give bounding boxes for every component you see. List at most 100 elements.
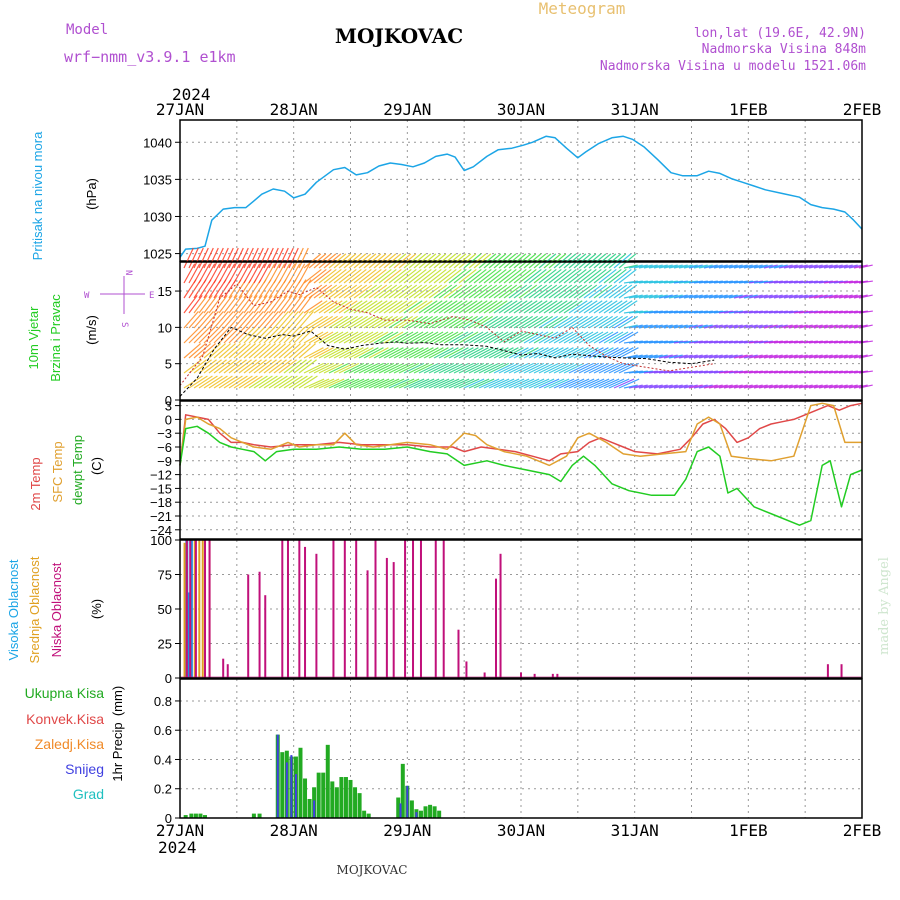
wind-arrow [743,280,758,284]
wind-arrow [608,315,628,329]
wind-arrow [793,294,808,299]
cloud-mid-bar [193,540,196,678]
wind-arrow [853,264,868,269]
wind-arrow [538,347,559,359]
cloud-low-bar [298,540,301,678]
wind-arrow [348,347,369,359]
wind-arrow [693,354,708,359]
station-title: MOJKOVAC [335,24,463,48]
wind-arrow [563,378,585,389]
compass-w: W [84,291,90,301]
wind-arrow [598,268,617,284]
wind-arrow [343,268,362,284]
wind-arrow [848,370,863,374]
wind-arrow [373,268,392,284]
wind-arrow [398,315,418,329]
top-tick-label: 28JAN [270,100,318,119]
wind-arrow [708,384,723,389]
wind-arrow [688,280,703,284]
wind-arrow [573,331,594,344]
product-title: Meteogram [539,0,626,18]
wind-arrow [418,362,440,374]
wind-arrow [553,253,572,269]
wind-arrow [298,295,313,314]
wind-arrow [288,295,303,314]
wind-arrow [403,315,423,329]
wind-arrow [498,268,517,284]
wind-arrow [683,294,698,299]
wind-arrow [373,300,393,314]
cloud-low-bar [457,629,460,678]
wind-arrow [768,384,783,389]
precip-total-bar [280,752,285,818]
wind-arrow [778,384,793,389]
wind-arrow [268,295,283,314]
wind-arrow [563,362,585,374]
wind-arrow [553,331,574,344]
wind-arrow [263,295,278,314]
wind-arrow [283,311,299,329]
wind-arrow [663,384,678,389]
wind-arrow [193,375,213,389]
wind-arrow [598,347,619,359]
wind-arrow [213,247,224,269]
wind-arrow [558,315,578,329]
wind-arrow [538,331,559,344]
cloud-low-bar [343,540,346,678]
wind-arrow [588,284,608,299]
wind-arrow [643,324,658,329]
wind-arrow [293,263,306,284]
wind-arrow [218,295,233,314]
wind-arrow [273,295,288,314]
wind-arrow [648,354,663,359]
wind-arrow [503,378,525,389]
wind-arrow [368,300,388,314]
wind-arrow [638,280,653,284]
wind-arrow [468,362,490,374]
cloud-high-ylabel: Visoka Oblacnost [6,559,21,660]
wind-arrow [798,354,813,359]
wind-arrow [383,253,402,269]
wind-arrow [813,280,828,284]
wind-arrow [438,253,457,269]
wind-arrow [643,384,658,389]
cloud-low-bar [258,571,261,678]
wind-arrow [528,253,547,269]
wind-arrow [603,268,622,284]
wind-arrow [183,247,194,269]
wind-arrow [743,384,758,389]
wind-arrow [488,315,508,329]
wind-arrow [603,315,623,329]
wind-arrow [288,375,308,389]
wind-arrow [848,340,863,344]
wind-arrow [348,300,368,314]
wind-arrow [208,343,226,359]
wind-arrow [193,327,210,344]
wind-arrow [743,354,758,359]
wind-arrow [478,300,498,314]
precip-total-bar [330,781,335,818]
y-tick-label: 5 [165,357,172,372]
cloud-mid-ylabel: Srednja Oblacnost [27,556,42,663]
wind-arrow [413,284,433,299]
wind-arrow [753,384,768,389]
wind-arrow [593,378,615,389]
wind-arrow [713,294,728,299]
wind-arrow [558,253,577,269]
wind-arrow [823,340,838,344]
wind-arrow [478,331,499,344]
wind-arrow [653,384,668,389]
wind-arrow [463,347,484,359]
wind-arrow [633,280,648,284]
wind-arrow [253,375,273,389]
wind-arrow [803,340,818,344]
wind-arrow [213,375,233,389]
wind-arrow [303,331,324,344]
wind-arrow [488,378,510,389]
wind-arrow [288,263,301,284]
wind-arrow [588,268,607,284]
wind-arrow [493,331,514,344]
bottom-tick-label: 31JAN [611,821,659,840]
wind-arrow [693,384,708,389]
